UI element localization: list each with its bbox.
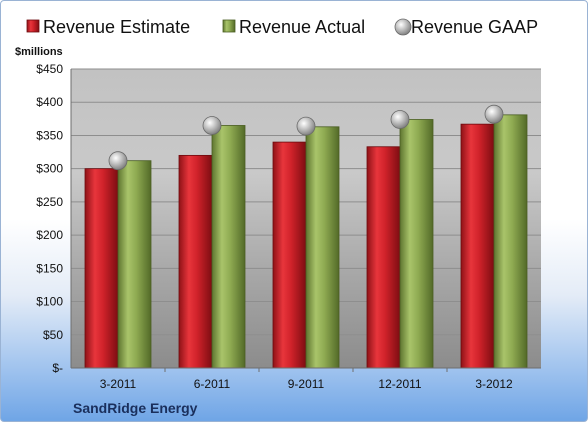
y-unit-label: $millions xyxy=(15,46,63,58)
y-tick-label: $450 xyxy=(36,62,63,76)
bar-revenue-estimate xyxy=(366,146,401,369)
bar-revenue-estimate xyxy=(84,168,119,369)
legend-item-revenue-gaap: Revenue GAAP xyxy=(394,17,538,37)
legend-item-revenue-actual: Revenue Actual xyxy=(222,17,365,37)
marker-revenue-gaap xyxy=(108,151,128,171)
x-tick-label: 12-2011 xyxy=(378,377,421,391)
x-tick-label: 3-2011 xyxy=(100,377,137,391)
bar-revenue-estimate xyxy=(460,123,495,369)
legend-label: Revenue Actual xyxy=(239,17,365,37)
legend-swatch xyxy=(394,18,412,36)
y-tick-label: $400 xyxy=(36,95,63,109)
legend-label: Revenue Estimate xyxy=(43,17,190,37)
y-tick-label: $350 xyxy=(36,128,63,142)
y-tick-label: $200 xyxy=(36,228,63,242)
y-tick-label: $50 xyxy=(43,328,63,342)
bar-revenue-estimate xyxy=(272,141,307,369)
y-tick-label: $- xyxy=(52,361,63,375)
bar-revenue-actual xyxy=(399,119,434,369)
y-tick-label: $100 xyxy=(36,295,63,309)
x-tick-label: 9-2011 xyxy=(288,377,325,391)
legend-swatch xyxy=(26,19,40,33)
marker-revenue-gaap xyxy=(202,116,222,135)
company-name: SandRidge Energy xyxy=(73,400,198,416)
bar-revenue-actual xyxy=(117,160,152,369)
legend-swatch xyxy=(222,19,236,33)
y-tick-label: $300 xyxy=(36,162,63,176)
legend-item-revenue-estimate: Revenue Estimate xyxy=(26,17,190,37)
bar-revenue-actual xyxy=(305,126,340,369)
marker-revenue-gaap xyxy=(390,110,410,129)
bar-revenue-actual xyxy=(493,114,528,369)
marker-revenue-gaap xyxy=(484,104,504,124)
y-tick-label: $150 xyxy=(36,261,63,275)
y-tick-label: $250 xyxy=(36,195,63,209)
marker-revenue-gaap xyxy=(296,116,316,136)
x-tick-label: 3-2012 xyxy=(475,377,513,391)
bar-revenue-estimate xyxy=(178,154,213,369)
x-tick-label: 6-2011 xyxy=(194,377,231,391)
legend-label: Revenue GAAP xyxy=(411,17,538,37)
bar-revenue-actual xyxy=(211,125,246,369)
